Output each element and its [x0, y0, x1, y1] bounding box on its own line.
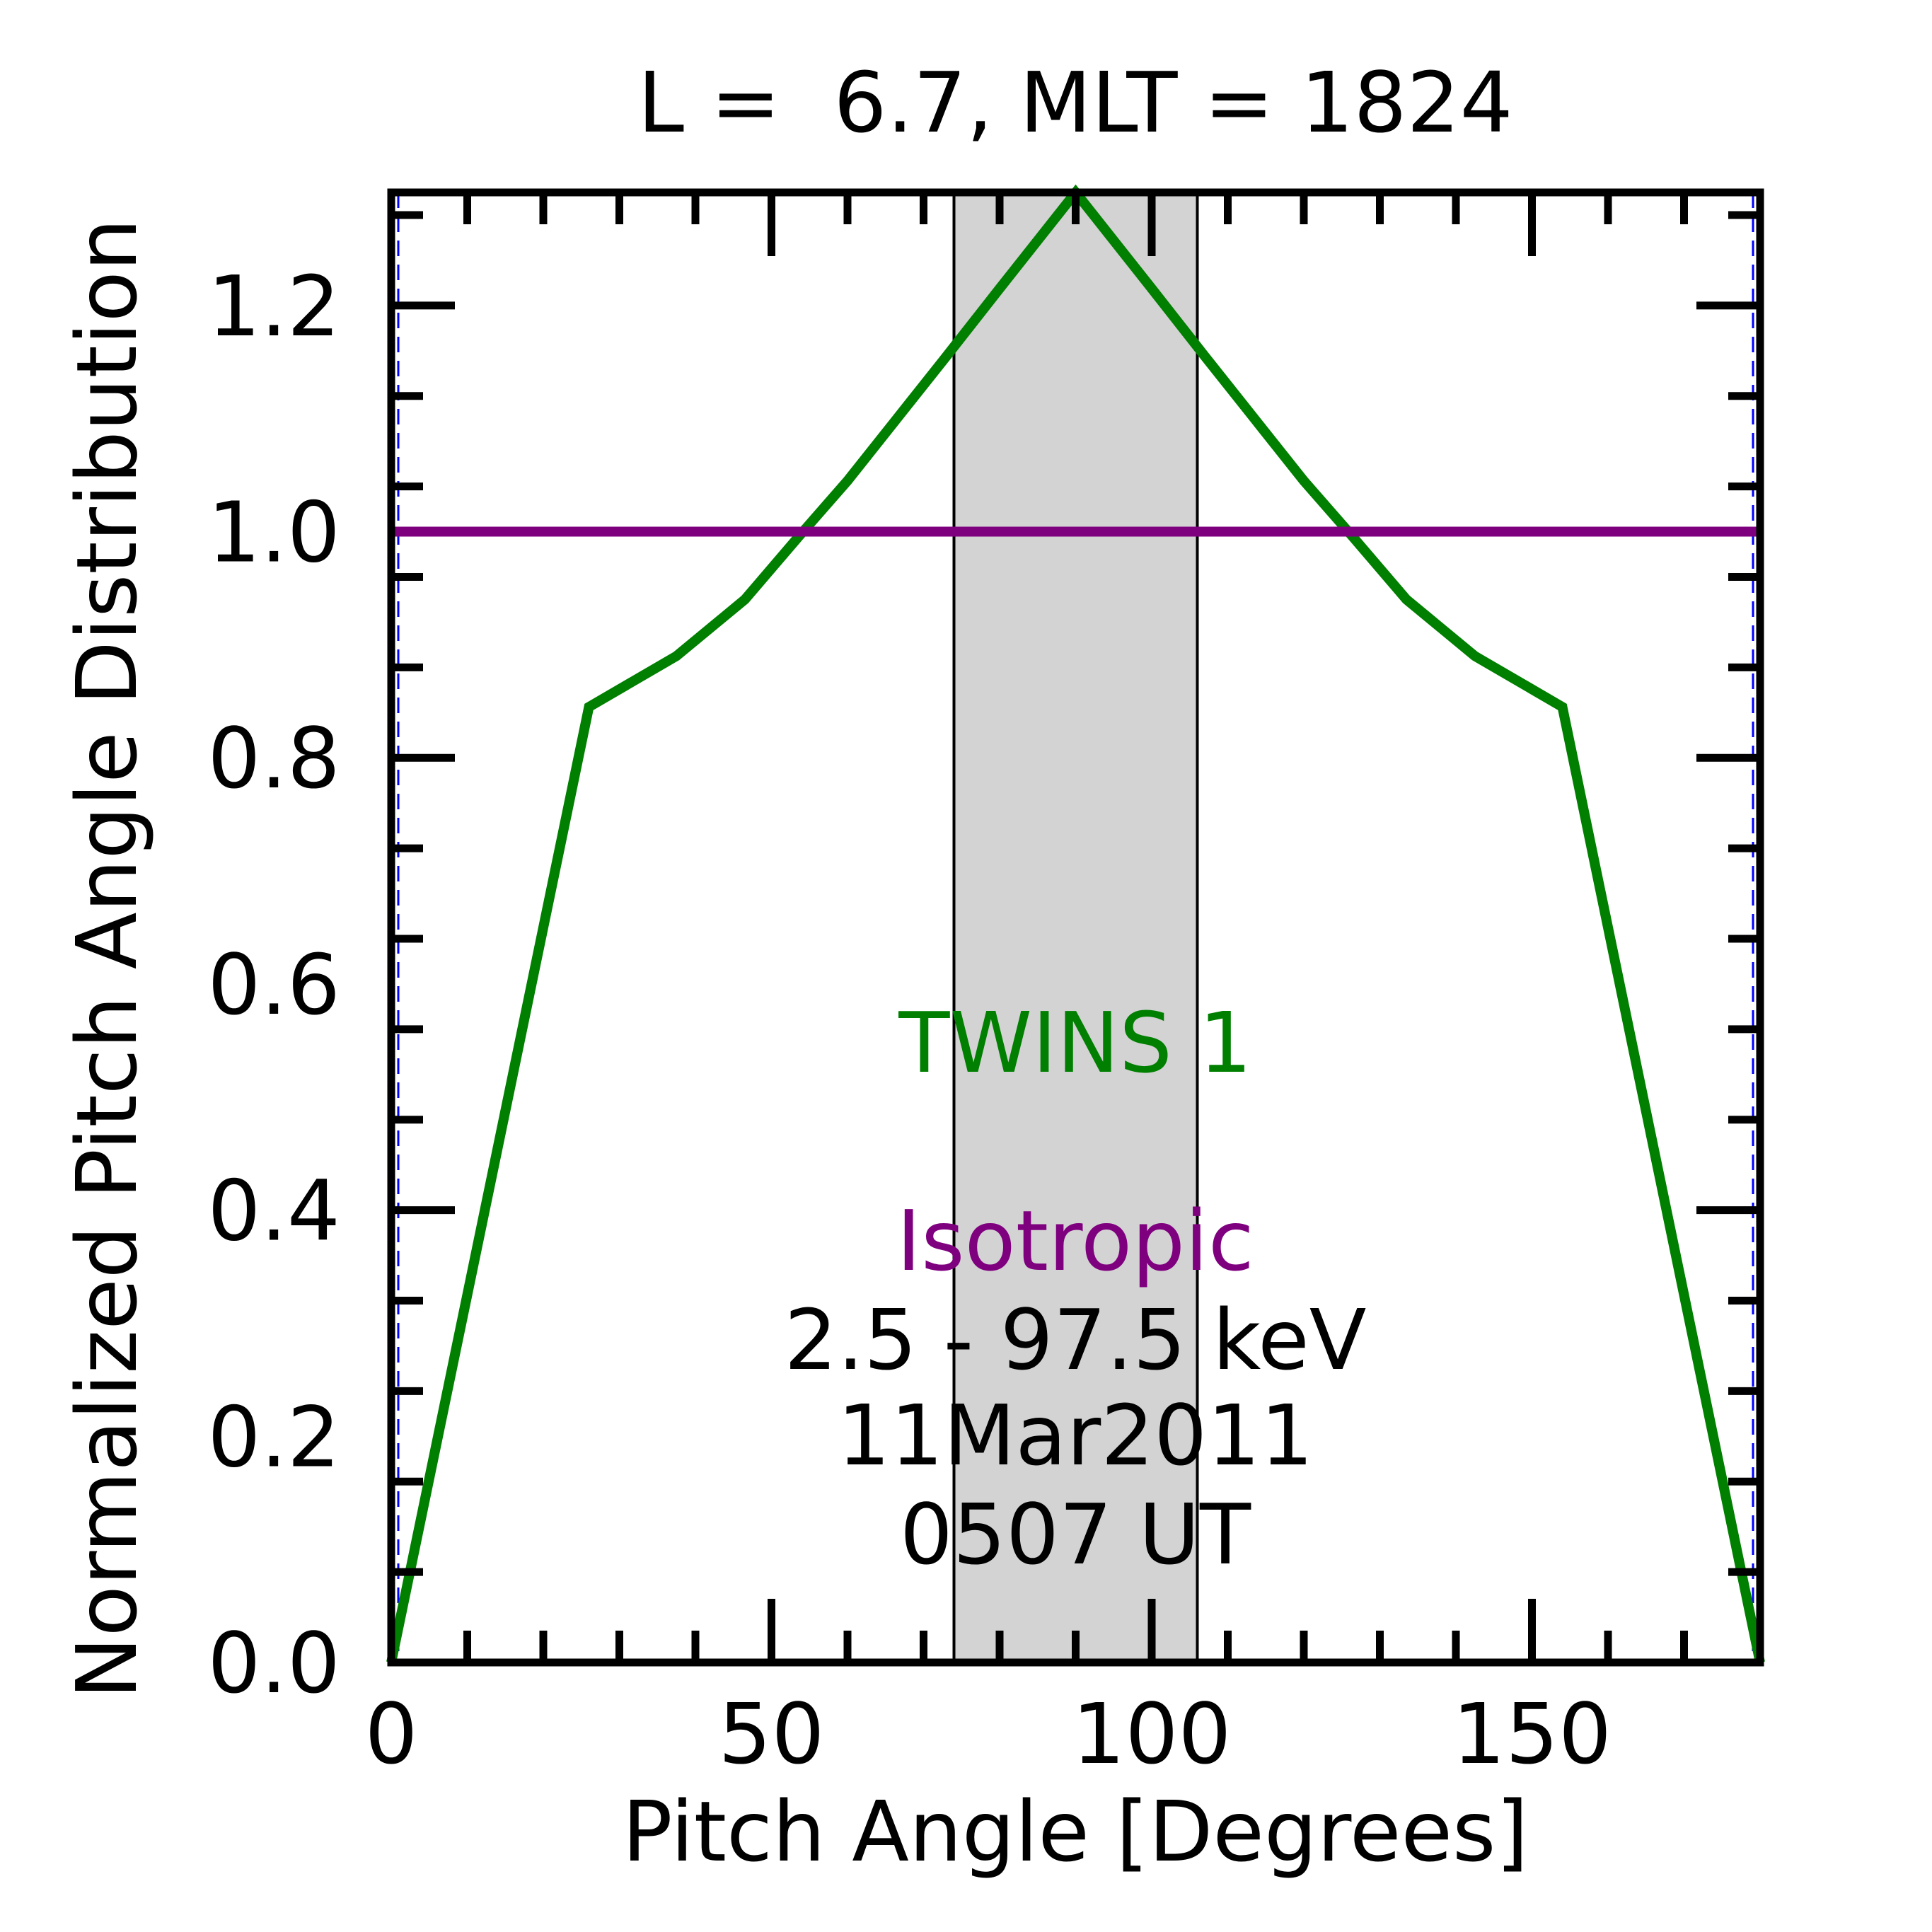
y-tick-label: 1.0: [207, 484, 340, 582]
legend-isotropic-label: Isotropic: [896, 1192, 1254, 1290]
y-tick-label: 0.4: [207, 1162, 340, 1260]
y-tick-label: 0.2: [207, 1388, 340, 1486]
x-axis-label: Pitch Angle [Degrees]: [622, 1783, 1528, 1880]
x-tick-labels: 0 50 100 150: [364, 1685, 1612, 1783]
x-tick-label: 50: [718, 1685, 824, 1783]
y-tick-label: 0.8: [207, 710, 340, 807]
axes-frame: [387, 188, 1764, 1667]
y-tick-label: 0.6: [207, 936, 340, 1034]
y-tick-label: 1.2: [207, 258, 340, 355]
shaded-band: [954, 192, 1198, 1662]
plot-area: [386, 184, 1765, 1664]
y-tick-labels: 0.0 0.2 0.4 0.6 0.8 1.0 1.2: [207, 258, 340, 1712]
legend-twins-1-label: TWINS 1: [898, 994, 1251, 1092]
time-label: 0507 UT: [900, 1486, 1251, 1583]
axis-ticks: [391, 192, 1760, 1662]
date-label: 11Mar2011: [837, 1387, 1313, 1484]
x-tick-label: 0: [364, 1685, 417, 1783]
energy-range-label: 2.5 - 97.5 keV: [785, 1291, 1367, 1389]
chart-title: L = 6.7, MLT = 1824: [637, 54, 1512, 151]
y-tick-label: 0.0: [207, 1614, 340, 1712]
y-axis-label: Normalized Pitch Angle Distribution: [58, 218, 156, 1699]
x-tick-label: 150: [1452, 1685, 1612, 1783]
x-tick-label: 100: [1072, 1685, 1231, 1783]
